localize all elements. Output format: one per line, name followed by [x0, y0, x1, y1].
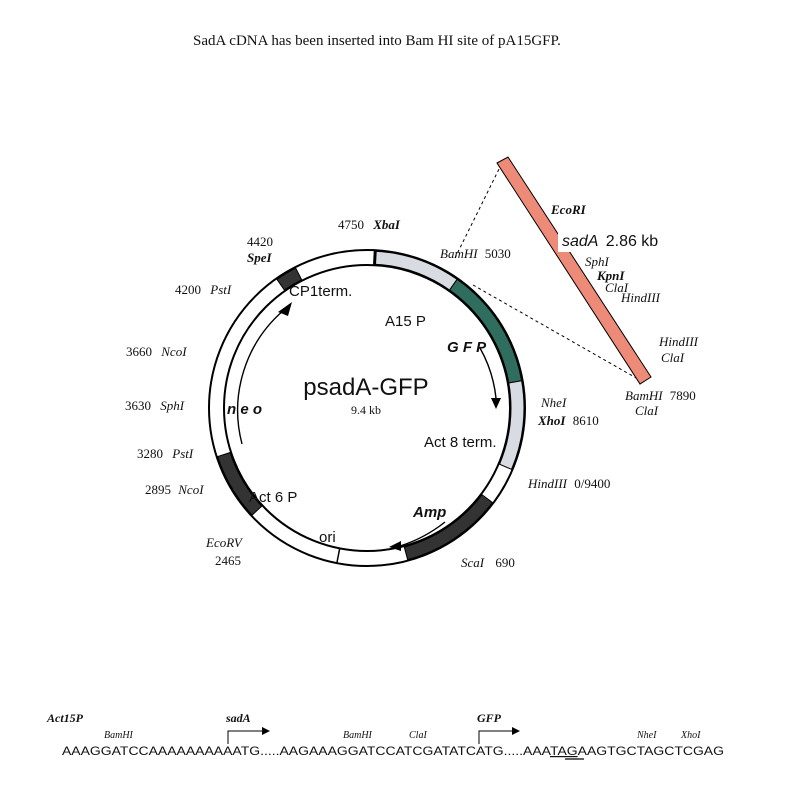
insert-bamhi-label: BamHI 7890 [625, 388, 696, 403]
psti-3280-site-label: 3280 PstI [137, 446, 194, 461]
act15p-label: Act15P [46, 711, 84, 725]
ncoi-3660-site-label: 3660 NcoI [126, 344, 187, 359]
a15p-label: A15 P [385, 313, 426, 330]
sada-insert [454, 156, 678, 385]
gfp-label: G F P [447, 339, 487, 356]
ncoi-2895-site-label: 2895 NcoI [145, 482, 204, 497]
figure-caption: SadA cDNA has been inserted into Bam HI … [193, 33, 561, 49]
ecorv-site-label: EcoRV [205, 535, 244, 550]
ori-tick [336, 548, 341, 564]
gfp-arrowhead-icon [512, 727, 520, 735]
inner-ring [223, 264, 511, 552]
neo-arrowhead-icon [278, 302, 292, 316]
amp-label: Amp [412, 504, 446, 521]
insert-kpni-label: KpnI [596, 268, 625, 283]
site-labels: 4750 XbaI BamHI 5030 NheI XhoI 8610 Hind… [125, 217, 610, 570]
seq-clai-label: ClaI [409, 730, 427, 741]
amp-arrowhead-icon [389, 541, 401, 551]
neo-label: n e o [227, 401, 262, 418]
xhoi-site-label: XhoI 8610 [537, 413, 599, 428]
bamhi-site-label: BamHI 5030 [440, 246, 511, 261]
plasmid-name: psadA-GFP [303, 374, 428, 401]
junction-sequence: Act15P BamHI sadA BamHI ClaI GFP NheI Xh… [46, 711, 724, 760]
insert-sphi-label: SphI [585, 254, 610, 269]
spei-site-position: 4420 [247, 234, 273, 249]
insert-clai-1-label: ClaI [605, 280, 629, 295]
insert-guide-top [454, 162, 503, 259]
insert-hindiii-1-label: HindIII [620, 290, 661, 305]
insert-guide-bottom [472, 284, 646, 384]
insert-clai-3-label: ClaI [635, 403, 659, 418]
scai-site-label: ScaI 690 [461, 555, 515, 570]
gfp-segment [448, 278, 523, 384]
xbai-site-label: 4750 XbaI [338, 217, 401, 232]
sada-insert-bar [496, 156, 652, 385]
plasmid-ring [208, 249, 526, 567]
act6p-marker-segment [217, 451, 263, 516]
sphi-3630-site-label: 3630 SphI [125, 398, 185, 413]
seq-bamhi-1-label: BamHI [104, 730, 134, 741]
act8-term-label: Act 8 term. [424, 434, 497, 451]
seq-gfp-label: GFP [477, 711, 502, 725]
seq-bamhi-2-label: BamHI [343, 730, 373, 741]
act6p-label: Act 6 P [249, 489, 297, 506]
insert-clai-2-label: ClaI [661, 350, 685, 365]
seq-xhoi-label: XhoI [680, 730, 701, 741]
spei-site-label: SpeI [247, 250, 273, 265]
amp-direction-arrow [399, 521, 446, 547]
stop-codon: TAG [550, 744, 578, 758]
amp-marker-segment [403, 493, 494, 561]
sada-start-arrow [227, 730, 262, 744]
direction-arrows [236, 302, 501, 551]
insert-hindiii-2-label: HindIII [658, 334, 699, 349]
feature-segments [217, 250, 525, 561]
gfp-direction-arrow [479, 347, 497, 399]
seq-sada-label: sadA [225, 711, 251, 725]
ecorv-site-position: 2465 [215, 553, 241, 568]
insert-label-backdrop [558, 230, 678, 252]
hindiii-site-label: HindIII 0/9400 [527, 476, 610, 491]
neo-direction-arrow [236, 309, 285, 445]
plasmid-size: 9.4 kb [351, 403, 381, 417]
insert-name-label: sadA 2.86 kb [562, 233, 658, 250]
sada-arrowhead-icon [262, 727, 270, 735]
cp1-term-marker-segment [276, 267, 303, 291]
xbai-tick [372, 250, 377, 266]
psti-4200-site-label: 4200 PstI [175, 282, 232, 297]
act8-term-segment [498, 380, 525, 471]
gfp-start-arrow [478, 730, 512, 744]
site-ticks [336, 250, 377, 564]
dna-sequence: AAAGGATCCAAAAAAAAAATG.....AAGAAAGGATCCAT… [62, 744, 724, 758]
insert-ecori-label: EcoRI [550, 202, 587, 217]
outer-ring [208, 249, 526, 567]
cp1-term-label: CP1term. [289, 283, 352, 300]
nhei-site-label: NheI [540, 395, 567, 410]
seq-nhei-label: NheI [636, 730, 657, 741]
ori-label: ori [319, 529, 336, 546]
gfp-arrowhead-icon [491, 398, 501, 409]
insert-labels: EcoRI sadA 2.86 kb SphI KpnI ClaI HindII… [550, 202, 699, 418]
